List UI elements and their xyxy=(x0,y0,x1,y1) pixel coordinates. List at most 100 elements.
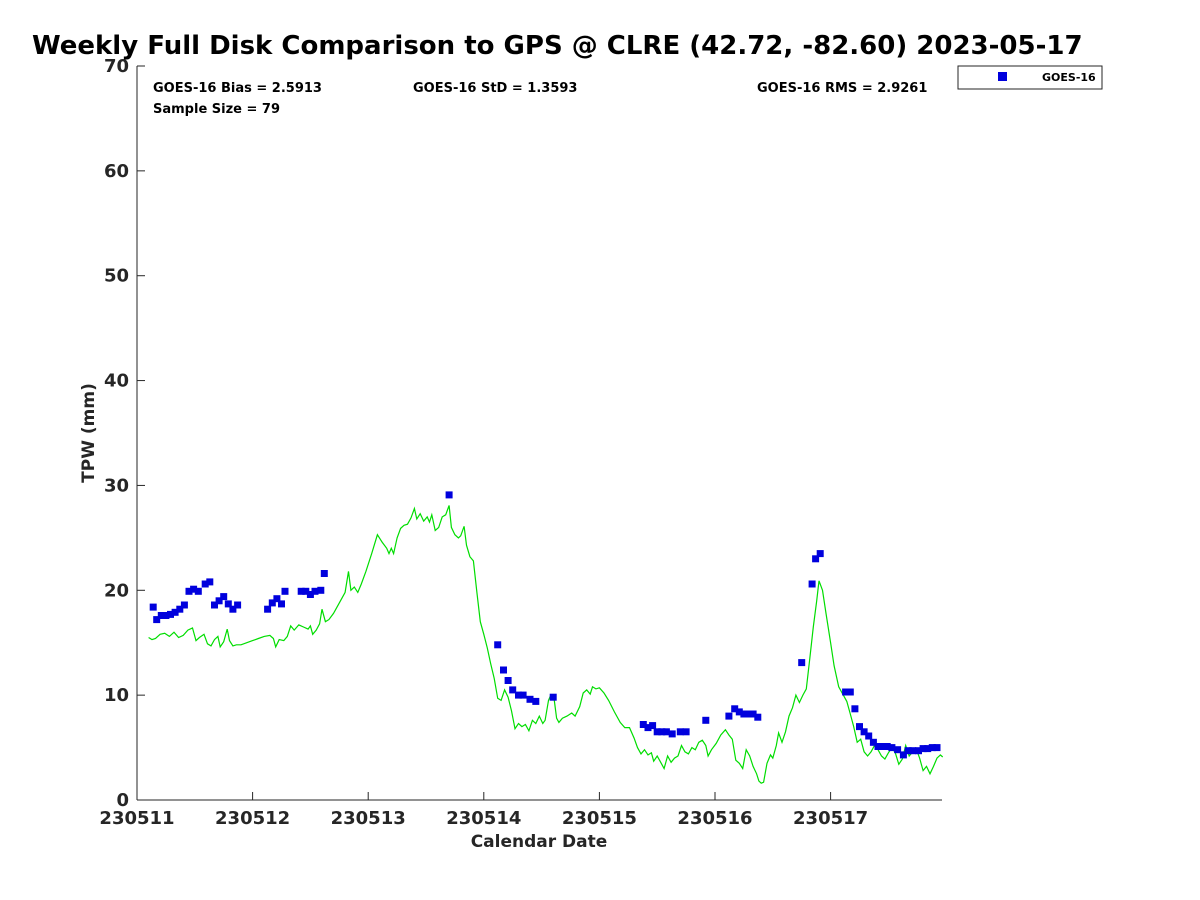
goes16-point xyxy=(879,743,887,750)
goes16-point xyxy=(201,580,209,588)
goes16-point xyxy=(234,601,242,609)
y-tick-label: 20 xyxy=(104,580,129,601)
goes16-point xyxy=(320,570,328,577)
goes16-point xyxy=(894,746,902,754)
goes16-point xyxy=(162,612,170,619)
goes16-point xyxy=(157,612,165,619)
y-axis-label: TPW (mm) xyxy=(79,383,99,483)
goes16-point xyxy=(519,691,527,699)
goes16-point xyxy=(749,710,757,718)
goes16-point xyxy=(194,587,202,595)
goes16-point xyxy=(919,745,927,753)
goes16-point xyxy=(924,745,932,753)
y-tick-label: 60 xyxy=(104,161,129,182)
y-tick-label: 70 xyxy=(104,56,129,77)
chart-title: Weekly Full Disk Comparison to GPS @ CLR… xyxy=(32,31,1083,61)
x-tick-label: 230511 xyxy=(99,808,174,829)
goes16-point xyxy=(311,587,319,595)
y-ticks: 0 10 20 30 40 50 60 70 xyxy=(104,56,145,811)
goes16-point xyxy=(220,593,228,601)
goes16-point xyxy=(816,550,824,558)
goes16-point xyxy=(662,728,670,736)
goes16-point xyxy=(915,747,922,755)
goes16-point xyxy=(649,722,657,730)
goes16-point xyxy=(224,600,232,608)
goes16-point xyxy=(653,728,661,736)
goes16-point xyxy=(735,708,743,716)
goes16-point xyxy=(149,603,157,611)
x-tick-label: 230513 xyxy=(331,808,406,829)
goes16-point xyxy=(928,744,936,752)
goes16-point xyxy=(281,587,289,595)
goes16-point xyxy=(851,705,859,713)
goes16-point xyxy=(842,688,850,696)
x-tick-label: 230517 xyxy=(793,808,868,829)
gps-series-line xyxy=(148,505,944,784)
x-tick-label: 230516 xyxy=(677,808,752,829)
x-tick-label: 230514 xyxy=(446,808,521,829)
goes16-point xyxy=(549,693,557,701)
goes16-point xyxy=(302,587,310,595)
goes16-point xyxy=(883,743,891,750)
goes16-point xyxy=(176,605,184,613)
legend-box xyxy=(957,65,1103,90)
goes16-point xyxy=(745,710,752,718)
goes16-point xyxy=(869,738,877,746)
goes16-point xyxy=(494,641,502,649)
bias-stat: GOES-16 Bias = 2.5913 xyxy=(153,81,322,96)
goes16-point xyxy=(904,747,912,755)
goes16-point xyxy=(731,705,739,713)
goes16-point xyxy=(229,605,237,613)
plot-area: 0 10 20 30 40 50 60 70 230511 230512 230513 230514… xyxy=(99,56,944,829)
goes16-point xyxy=(676,728,684,736)
goes16-point xyxy=(264,605,272,613)
goes16-point xyxy=(500,666,507,674)
goes16-point xyxy=(856,723,863,731)
x-ticks: 230511 230512 230513 230514 230515 230516 2305… xyxy=(99,792,868,829)
goes16-point xyxy=(297,587,305,595)
goes16-point xyxy=(725,712,733,720)
y-tick-label: 50 xyxy=(104,266,129,287)
goes16-point xyxy=(899,751,907,759)
goes16-point xyxy=(532,697,540,705)
goes16-point xyxy=(808,580,816,588)
goes16-point xyxy=(812,555,820,563)
goes16-point xyxy=(740,710,748,718)
y-tick-label: 0 xyxy=(116,790,129,811)
goes16-point xyxy=(153,616,161,624)
goes16-point xyxy=(211,601,218,609)
legend: GOES-16 xyxy=(957,65,1103,90)
x-tick-label: 230515 xyxy=(562,808,637,829)
goes16-point xyxy=(180,601,188,609)
goes16-point xyxy=(798,659,806,667)
goes16-point xyxy=(668,730,676,738)
goes16-point xyxy=(515,691,522,699)
goes16-point xyxy=(846,688,854,696)
sample-size-stat: Sample Size = 79 xyxy=(153,102,280,117)
goes16-point xyxy=(658,728,666,736)
goes16-point xyxy=(206,578,214,586)
goes16-point xyxy=(526,695,534,703)
std-stat: GOES-16 StD = 1.3593 xyxy=(413,81,577,96)
x-tick-label: 230512 xyxy=(215,808,290,829)
goes16-point xyxy=(215,597,223,605)
goes16-point xyxy=(509,686,517,694)
rms-stat: GOES-16 RMS = 2.9261 xyxy=(757,81,927,96)
goes16-point xyxy=(190,585,198,593)
goes16-point xyxy=(185,587,193,595)
y-tick-label: 40 xyxy=(104,371,129,392)
goes16-point xyxy=(754,713,762,721)
goes16-point xyxy=(317,586,325,594)
goes16-point xyxy=(874,743,882,750)
goes16-point xyxy=(865,732,873,740)
goes16-point xyxy=(171,608,179,616)
goes16-point xyxy=(278,600,285,608)
goes16-point xyxy=(445,491,453,499)
goes16-point xyxy=(268,599,276,607)
y-tick-label: 30 xyxy=(104,475,129,496)
x-axis-label: Calendar Date xyxy=(471,832,608,852)
goes16-point xyxy=(504,677,512,684)
goes16-points xyxy=(149,491,941,759)
goes16-point xyxy=(273,595,281,603)
